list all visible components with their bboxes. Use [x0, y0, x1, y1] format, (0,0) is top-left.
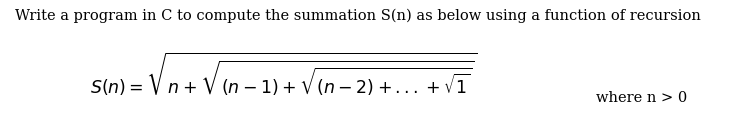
Text: where n > 0: where n > 0	[596, 91, 687, 105]
Text: Write a program in C to compute the summation S(n) as below using a function of : Write a program in C to compute the summ…	[15, 8, 701, 23]
Text: $S(n) = \sqrt{n + \sqrt{(n-1) + \sqrt{(n-2) + ... + \sqrt{1}}}}$: $S(n) = \sqrt{n + \sqrt{(n-1) + \sqrt{(n…	[89, 51, 477, 98]
